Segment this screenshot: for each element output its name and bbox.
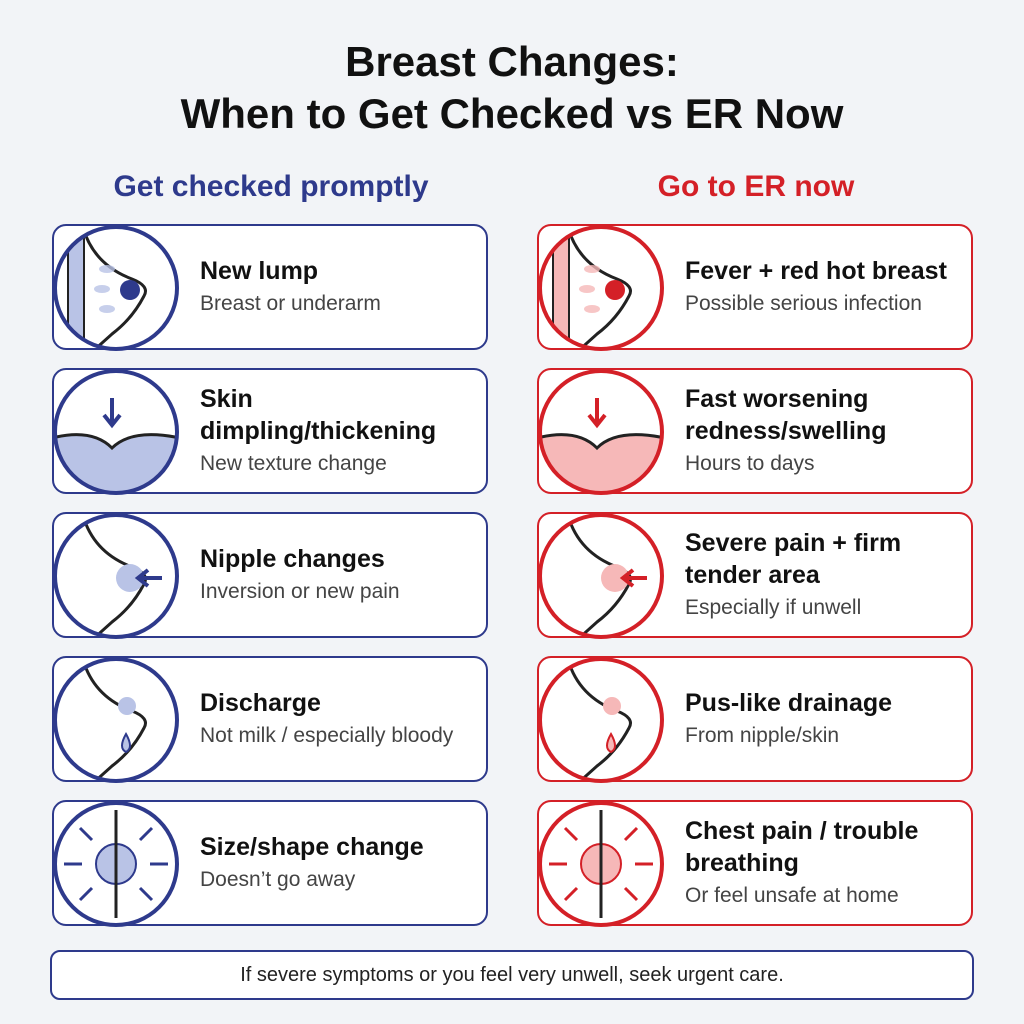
card-text: Size/shape change Doesn’t go away [200,802,478,924]
worsening-swelling-clock-icon [537,368,665,496]
title-line-1: Breast Changes: [345,38,679,85]
card-text: Pus-like drainage From nipple/skin [685,658,963,780]
card-title: Discharge [200,689,321,717]
card-title: Size/shape change [200,833,424,861]
page-title: Breast Changes: When to Get Checked vs E… [0,36,1024,140]
get-checked-card: Nipple changes Inversion or new pain [52,512,488,640]
breast-lump-icon [52,224,180,352]
card-title: Chest pain / trouble breathing [685,817,919,877]
card-text: Fever + red hot breast Possible serious i… [685,226,963,348]
lungs-breathing-icon [537,800,665,928]
card-subtitle: Inversion or new pain [200,580,400,603]
column-heading-get-checked: Get checked promptly [113,170,429,203]
get-checked-card: Size/shape change Doesn’t go away [52,800,488,928]
fever-thermometer-icon [537,224,665,352]
card-text: New lump Breast or underarm [200,226,478,348]
card-subtitle: Breast or underarm [200,292,381,315]
title-line-2: When to Get Checked vs ER Now [180,90,844,137]
er-now-card: Pus-like drainage From nipple/skin [537,656,973,784]
card-text: Severe pain + firm tender area Especially… [685,514,963,636]
card-title: Skin dimpling/thickening [200,385,437,445]
size-shape-change-icon [52,800,180,928]
card-text: Nipple changes Inversion or new pain [200,514,478,636]
card-subtitle: Hours to days [685,452,815,475]
card-subtitle: Especially if unwell [685,596,862,619]
card-text: Fast worsening redness/swelling Hours to … [685,370,963,492]
card-title: New lump [200,257,319,285]
card-title: Pus-like drainage [685,689,893,717]
card-title: Severe pain + firm tender area [685,529,902,589]
card-title: Fever + red hot breast [685,257,947,285]
er-now-card: Severe pain + firm tender area Especially… [537,512,973,640]
pus-drainage-icon [537,656,665,784]
discharge-drop-icon [52,656,180,784]
card-title: Fast worsening redness/swelling [685,385,887,445]
card-subtitle: New texture change [200,452,387,475]
card-text: Skin dimpling/thickening New texture chan… [200,370,478,492]
card-text: Discharge Not milk / especially bloody [200,658,478,780]
nipple-inversion-icon [52,512,180,640]
severe-pain-icon [537,512,665,640]
card-subtitle: Not milk / especially bloody [200,724,454,747]
footer-warning: If severe symptoms or you feel very unwe… [50,950,974,1000]
card-text: Chest pain / trouble breathing Or feel un… [685,802,963,924]
er-now-card: Chest pain / trouble breathing Or feel un… [537,800,973,928]
get-checked-card: Skin dimpling/thickening New texture chan… [52,368,488,496]
get-checked-card: New lump Breast or underarm [52,224,488,352]
card-subtitle: Possible serious infection [685,292,922,315]
get-checked-card: Discharge Not milk / especially bloody [52,656,488,784]
column-heading-er-now: Go to ER now [657,170,855,203]
er-now-card: Fast worsening redness/swelling Hours to … [537,368,973,496]
card-title: Nipple changes [200,545,385,573]
skin-dimpling-icon [52,368,180,496]
card-subtitle: From nipple/skin [685,724,840,747]
card-subtitle: Or feel unsafe at home [685,884,899,907]
er-now-card: Fever + red hot breast Possible serious i… [537,224,973,352]
card-subtitle: Doesn’t go away [200,868,356,891]
